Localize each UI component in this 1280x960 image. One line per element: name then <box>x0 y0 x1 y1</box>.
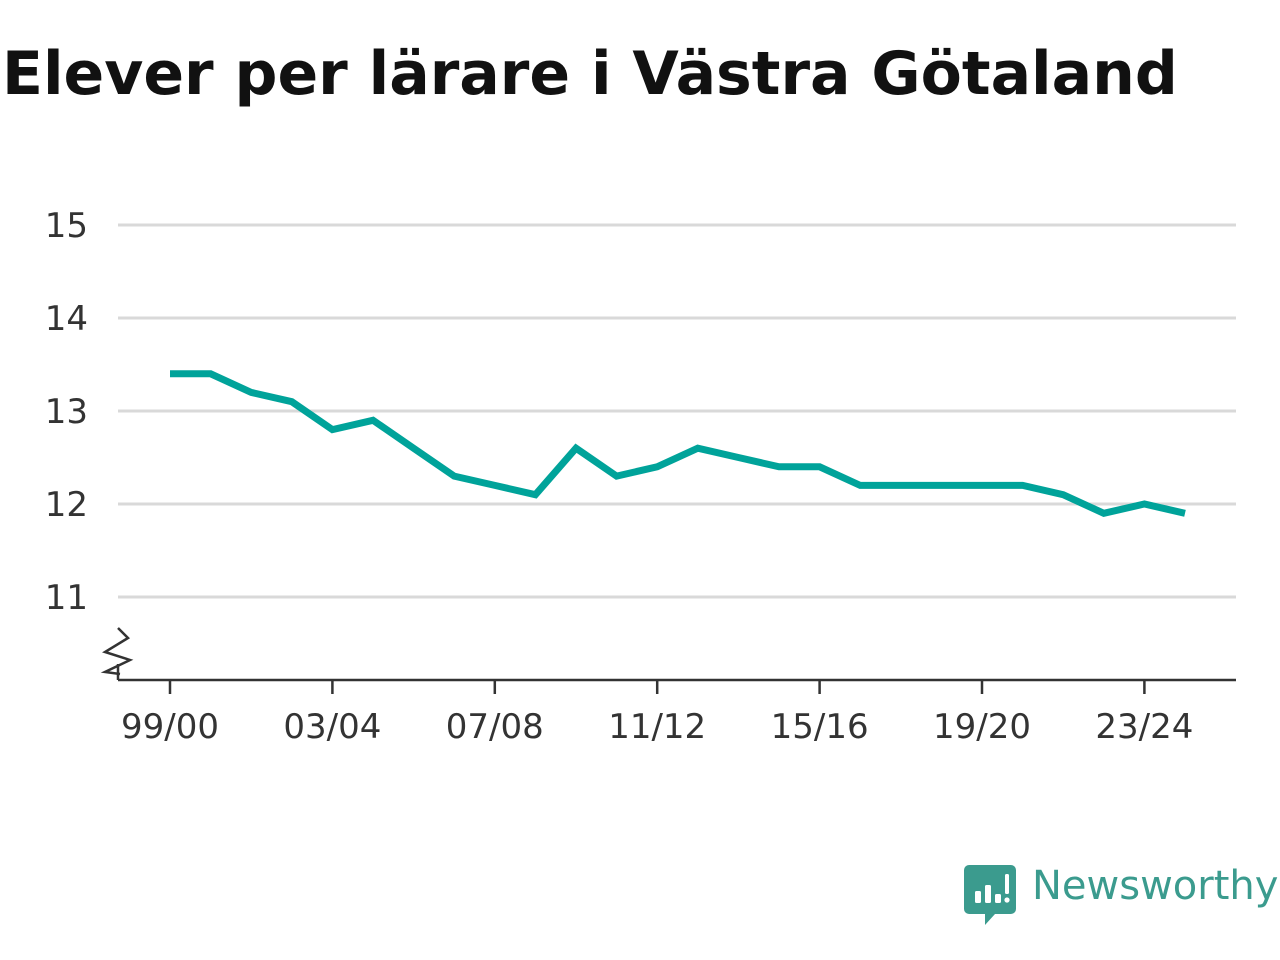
data-point <box>1022 485 1023 486</box>
data-point <box>1103 513 1104 514</box>
x-tick-label: 19/20 <box>933 707 1031 747</box>
brand-name: Newsworthy <box>1032 863 1279 909</box>
data-point <box>1063 494 1064 495</box>
data-point <box>900 485 901 486</box>
data-point <box>454 476 455 477</box>
y-tick-label: 11 <box>45 578 88 618</box>
x-tick-label: 11/12 <box>608 707 706 747</box>
series-line <box>170 370 1186 517</box>
data-point <box>819 466 820 467</box>
y-axis-ticks: 15 14 13 12 11 <box>45 206 88 618</box>
data-point <box>291 401 292 402</box>
data-point <box>941 485 942 486</box>
y-tick-label: 13 <box>45 392 88 432</box>
data-point <box>1144 504 1145 505</box>
data-point <box>982 485 983 486</box>
data-point <box>697 448 698 449</box>
data-point <box>373 420 374 421</box>
data-point <box>576 448 577 449</box>
data-point <box>413 448 414 449</box>
brand-logo: Newsworthy <box>964 863 1279 928</box>
x-axis-ticks: 99/00 03/04 07/08 11/12 15/16 19/20 23/24 <box>121 680 1193 747</box>
x-tick-label: 23/24 <box>1095 707 1193 747</box>
chart-title: Elever per lärare i Västra Götaland <box>2 39 1178 109</box>
data-point <box>494 485 495 486</box>
data-point <box>860 485 861 486</box>
data-point <box>170 373 171 374</box>
grid-lines <box>118 223 1236 599</box>
data-point <box>332 429 333 430</box>
x-axis <box>100 627 1236 682</box>
data-point <box>210 373 211 374</box>
data-point <box>616 476 617 477</box>
y-tick-label: 15 <box>45 206 88 246</box>
y-tick-label: 12 <box>45 485 88 525</box>
x-tick-label: 07/08 <box>446 707 544 747</box>
x-tick-label: 03/04 <box>283 707 381 747</box>
data-point <box>738 457 739 458</box>
x-tick-label: 99/00 <box>121 707 219 747</box>
series-layer <box>170 370 1186 517</box>
data-point <box>779 466 780 467</box>
data-point <box>251 392 252 393</box>
data-point <box>535 494 536 495</box>
y-tick-label: 14 <box>45 299 88 339</box>
data-point <box>657 466 658 467</box>
x-tick-label: 15/16 <box>771 707 869 747</box>
data-point <box>1185 513 1186 514</box>
newsworthy-logo-icon <box>964 865 1016 925</box>
y-axis-break-mark <box>100 627 134 676</box>
